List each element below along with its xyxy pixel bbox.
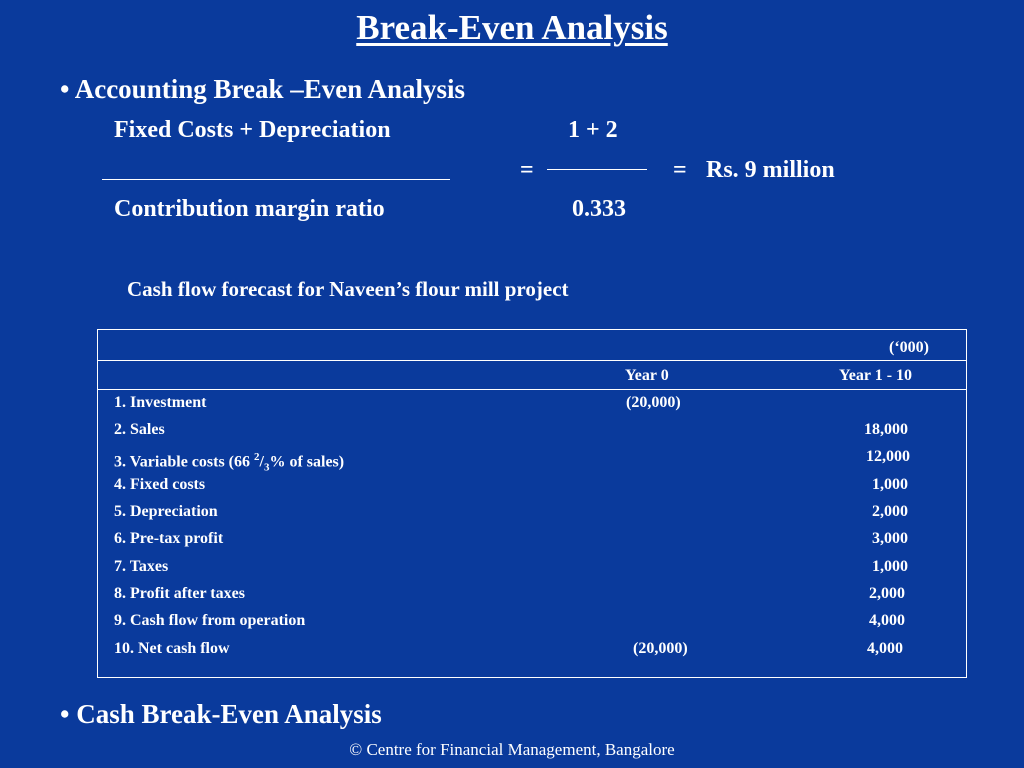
table-cell-year1-10: 1,000 [872,476,908,493]
table-cell-year1-10: 4,000 [867,640,903,657]
formula-equals-2: = [673,157,687,183]
table-header-year-0: Year 0 [625,367,669,384]
table-row-label: 10. Net cash flow [114,640,230,657]
table-row-label: 5. Depreciation [114,503,218,520]
table-header-year-1-10: Year 1 - 10 [839,367,913,384]
table-cell-year0: (20,000) [633,640,688,657]
table-cell-year1-10: 18,000 [864,421,908,438]
bullet-dot: • [60,699,70,729]
table-row-label: 3. Variable costs (66 2/3% of sales) [114,451,345,474]
formula-fraction-line [102,179,450,180]
table-unit-label: (‘000) [889,339,929,356]
table-row-label: 8. Profit after taxes [114,585,245,602]
bullet-text: Accounting Break –Even Analysis [74,74,466,104]
table-row-label: 4. Fixed costs [114,476,206,493]
formula-value-fraction-line [547,169,647,170]
cash-flow-table: (‘000) Year 0 Year 1 - 10 1. Investment … [97,329,967,678]
table-cell-year1-10: 1,000 [872,558,908,575]
table-cell-year1-10: 2,000 [869,585,905,602]
bullet-dot: • [60,74,70,104]
formula-equals-1: = [520,157,534,183]
formula-numerator-value: 1 + 2 [568,117,618,143]
footer-copyright: © Centre for Financial Management, Banga… [349,740,675,759]
table-cell-year1-10: 2,000 [872,503,908,520]
table-row-label: 2. Sales [114,421,165,438]
formula-denominator: Contribution margin ratio [114,196,385,222]
bullet-accounting-break-even: • Accounting Break –Even Analysis [60,74,465,105]
table-cell-year0: (20,000) [626,394,681,411]
table-row-label: 9. Cash flow from operation [114,612,306,629]
page-title: Break-Even Analysis [356,8,668,47]
table-caption: Cash flow forecast for Naveen’s flour mi… [127,277,569,301]
bullet-cash-break-even: • Cash Break-Even Analysis [60,699,382,730]
table-cell-year1-10: 4,000 [869,612,905,629]
formula-numerator: Fixed Costs + Depreciation [114,117,391,143]
table-row-label: 7. Taxes [114,558,169,575]
table-divider [98,389,966,390]
formula-result: Rs. 9 million [706,157,835,183]
table-cell-year1-10: 3,000 [872,530,908,547]
bullet-text: Cash Break-Even Analysis [76,699,382,729]
table-row-label: 1. Investment [114,394,207,411]
formula-denominator-value: 0.333 [572,196,626,222]
table-cell-year1-10: 12,000 [866,448,910,465]
table-row-label: 6. Pre-tax profit [114,530,224,547]
table-divider [98,360,966,361]
